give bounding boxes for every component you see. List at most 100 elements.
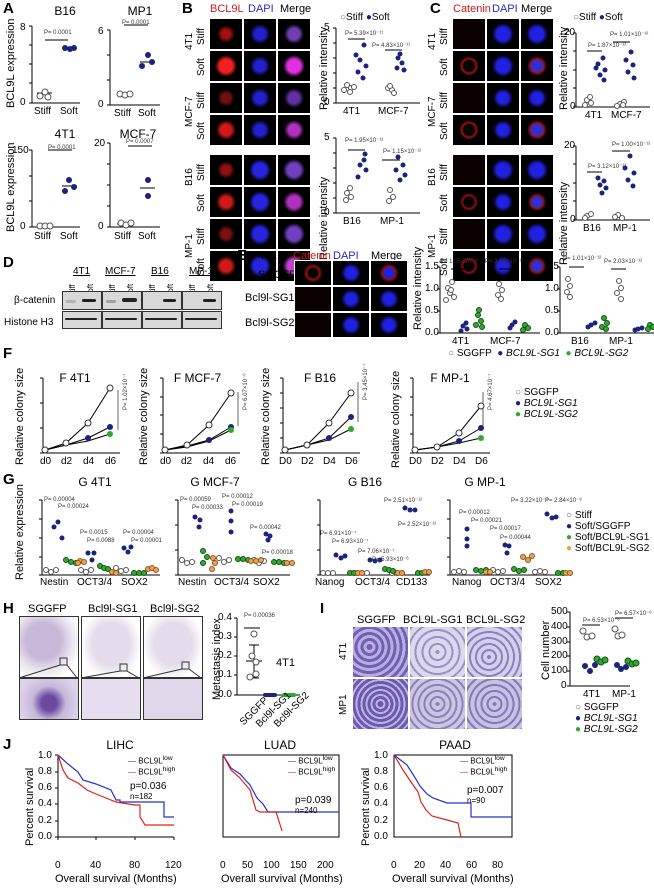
g-pvalue: P= 0.00021 xyxy=(471,518,502,524)
g-pvalue: P= 0.00012 xyxy=(222,494,253,500)
a-ytick: 0 xyxy=(98,99,104,110)
c-row-soft: Soft xyxy=(439,194,450,212)
e-xtick: 4T1 xyxy=(452,336,470,347)
i-ytick: 300 xyxy=(551,636,568,647)
g-legend: ○ Stiff ● Soft/SGGFP ● Soft/BCL9L-SG1 ● … xyxy=(566,510,650,554)
b-micrographs xyxy=(209,18,311,286)
g-xtick: Nestin xyxy=(178,577,207,588)
e-pvalue: P= 1.05×10⁻¹² xyxy=(440,259,479,265)
g-xtick: Nestin xyxy=(40,577,69,588)
j-ytick: 0.4 xyxy=(374,798,388,809)
b-row-stiff: Stiff xyxy=(196,27,207,45)
j-xtick: 0 xyxy=(391,860,397,871)
j-ytick: 0.8 xyxy=(38,766,52,777)
a-pvalue-b16: P= 0.0001 xyxy=(44,30,72,36)
j-n-luad: n=240 xyxy=(295,806,318,815)
g-xtick: SOX2 xyxy=(121,577,148,588)
j-title-lihc: LIHC xyxy=(106,738,134,752)
j-pvalue-lihc: p=0.036 xyxy=(130,781,167,792)
i-row-mp1: MP1 xyxy=(338,694,349,715)
e-ytick: 0.0 xyxy=(425,327,439,338)
h-ytick: 0.4 xyxy=(218,612,232,623)
e-row-sg1: Bcl9l-SG1 xyxy=(245,292,295,304)
a-title-4t1: 4T1 xyxy=(54,127,76,141)
g-pvalue: P= 3.22×10⁻⁸ xyxy=(511,498,548,504)
panel-label-e: E xyxy=(237,247,248,264)
i-xtick: MP-1 xyxy=(612,689,636,700)
g-pvalue: P= 0.00017 xyxy=(490,526,521,532)
a-xtick-soft: Soft xyxy=(138,108,156,119)
g-pvalue: P= 0.00012 xyxy=(459,510,490,516)
i-plot xyxy=(567,611,640,687)
b-row-soft: Soft xyxy=(196,194,207,212)
a-xtick-soft: Soft xyxy=(60,231,78,242)
a-title-b16: B16 xyxy=(54,4,76,18)
j-pvalue-paad: p=0.007 xyxy=(467,785,504,796)
g-xtick: SOX2 xyxy=(535,577,562,588)
d-group-mp1: MP-1 xyxy=(189,266,213,277)
c-pvalue: P= 1.87×10⁻¹² xyxy=(588,43,627,49)
j-xtick: 120 xyxy=(165,860,182,871)
c-stain-dapi: DAPI xyxy=(492,3,518,15)
j-pvalue-luad: p=0.039 xyxy=(295,795,332,806)
h-ytick: 0.2 xyxy=(218,650,232,661)
a-pvalue-4t1: P= 0.0001 xyxy=(48,145,76,151)
j-xtick: 20 xyxy=(414,860,426,871)
h-col-sggfp: SGGFP xyxy=(28,603,67,615)
panel-label-f: F xyxy=(3,345,13,362)
j-xlabel: Overall survival (Months) xyxy=(392,873,514,885)
g-pvalue: P= 0.00004 xyxy=(123,530,154,536)
e-xtick: MCF-7 xyxy=(490,336,521,347)
g-title-mp1: G MP-1 xyxy=(464,475,506,489)
a-xtick-stiff: Stiff xyxy=(114,108,132,119)
f-plots xyxy=(40,377,490,454)
b-row-stiff: Stiff xyxy=(196,91,207,109)
j-n-paad: n=90 xyxy=(467,796,486,805)
c-plots xyxy=(573,32,650,221)
f-xtick: d0 xyxy=(40,456,52,467)
panel-label-d: D xyxy=(3,254,14,271)
j-ytick: 0.4 xyxy=(38,798,52,809)
g-pvalue: P= 2.51×10⁻¹² xyxy=(384,498,423,504)
c-row-soft: Soft xyxy=(439,58,450,76)
j-title-luad: LUAD xyxy=(263,738,296,752)
panel-label-i: I xyxy=(320,600,325,617)
g-pvalue: P= 0.0015 xyxy=(80,530,108,536)
j-ytick: 0.6 xyxy=(374,782,388,793)
c-ytick: 20 xyxy=(564,140,576,151)
h-ytick: 0.3 xyxy=(218,631,232,642)
e-pvalue: P= 3.26×10⁻¹² xyxy=(485,259,524,265)
f-xtick: D4 xyxy=(453,456,466,467)
g-xtick: OCT3/4 xyxy=(214,577,250,588)
d-group-mcf7: MCF-7 xyxy=(105,266,136,277)
c-pvalue: P= 1.00×10⁻¹² xyxy=(612,142,651,148)
b-legend: ○Stiff ●Soft xyxy=(340,12,390,23)
c-micrographs xyxy=(452,18,554,286)
e-ytick: 0.5 xyxy=(545,305,559,316)
i-ytick: 200 xyxy=(551,650,568,661)
j-xtick: 0 xyxy=(55,860,61,871)
e-legend: ○ SGGFP ● BCL9L-SG1 ● BCL9L-SG2 xyxy=(448,348,629,359)
j-ytick: 0.0 xyxy=(38,831,52,842)
panel-label-g: G xyxy=(3,471,15,488)
h-col-sg2: Bcl9l-SG2 xyxy=(150,603,200,615)
g-pvalue: P= 0.0088 xyxy=(87,538,115,544)
f-xtick: d4 xyxy=(83,456,95,467)
j-n-lihc: n=182 xyxy=(130,792,153,801)
f-xtick: d0 xyxy=(160,456,172,467)
e-pvalue: P= 1.01×10⁻¹² xyxy=(563,256,602,262)
b-group-mcf7: MCF-7 xyxy=(184,96,195,127)
g-pvalue: P= 6.93×10⁻⁷ xyxy=(332,539,369,545)
d-group-4t1: 4T1 xyxy=(73,266,91,277)
c-xtick: B16 xyxy=(583,223,601,234)
i-col-sg2: BCL9L-SG2 xyxy=(466,614,526,626)
a-pvalue-mp1: P= 0.0001 xyxy=(122,20,150,26)
a-plots xyxy=(29,24,160,230)
j-xtick: 100 xyxy=(263,860,280,871)
f-xtick: d6 xyxy=(105,456,117,467)
b-pvalue: P= 1.95×10⁻¹² xyxy=(345,138,384,144)
h-annotation: 4T1 xyxy=(276,657,295,669)
e-ytick: 1.0 xyxy=(425,283,439,294)
b-ytick: 5 xyxy=(324,132,330,143)
f-pvalue: P= 4.67×10⁻⁷ xyxy=(488,373,494,410)
